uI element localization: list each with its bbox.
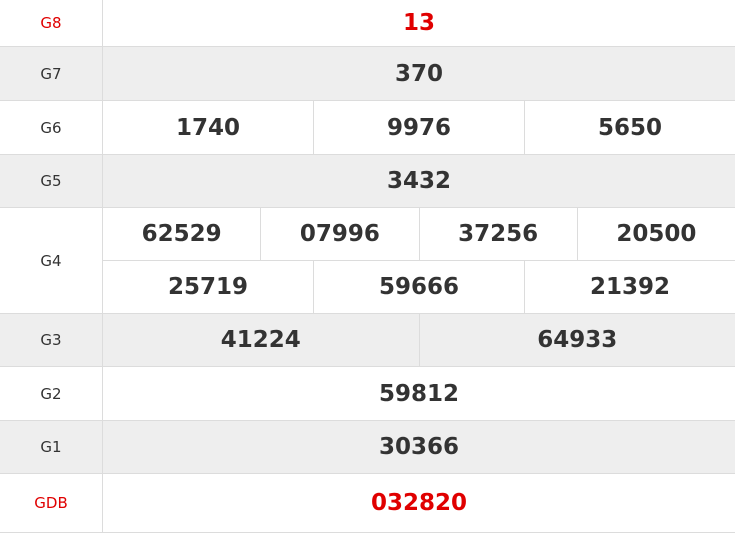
prize-values-line: 032820 [103, 474, 735, 532]
prize-values-line: 30366 [103, 421, 735, 473]
prize-number: 59666 [313, 261, 524, 313]
prize-values: 370 [103, 47, 735, 100]
prize-number: 37256 [418, 208, 577, 260]
prize-number: 032820 [370, 490, 468, 516]
prize-row-g7: G7 370 [0, 47, 735, 101]
prize-label: GDB [0, 474, 103, 532]
prize-number: 25719 [167, 274, 249, 300]
prize-number: 59812 [378, 380, 460, 407]
prize-label: G7 [0, 47, 103, 100]
prize-number: 62529 [141, 221, 222, 247]
prize-values: 59812 [103, 367, 735, 420]
prize-values-line: 41224 64933 [103, 314, 735, 366]
prize-number: 1740 [175, 114, 240, 141]
prize-values-line: 1740 9976 5650 [103, 101, 735, 154]
prize-number: 21392 [524, 261, 735, 313]
prize-label: G5 [0, 155, 103, 207]
prize-values: 30366 [103, 421, 735, 473]
prize-row-g5: G5 3432 [0, 155, 735, 208]
prize-values: 032820 [103, 474, 735, 532]
prize-label: G2 [0, 367, 103, 420]
prize-row-gdb: GDB 032820 [0, 474, 735, 533]
prize-number: 370 [394, 60, 443, 87]
prize-number: 07996 [260, 208, 418, 260]
prize-values: 3432 [103, 155, 735, 207]
prize-values-line: 59812 [103, 367, 735, 420]
prize-row-g6: G6 1740 9976 5650 [0, 101, 735, 155]
prize-values: 1740 9976 5650 [103, 101, 735, 154]
prize-number: 3432 [386, 168, 451, 194]
prize-label: G1 [0, 421, 103, 473]
prize-row-g2: G2 59812 [0, 367, 735, 421]
prize-number: 9976 [313, 101, 524, 154]
prize-values: 41224 64933 [103, 314, 735, 366]
prize-number: 13 [402, 10, 435, 36]
prize-number: 64933 [418, 314, 735, 366]
prize-number: 20500 [576, 208, 735, 260]
prize-label: G3 [0, 314, 103, 366]
prize-row-g3: G3 41224 64933 [0, 314, 735, 367]
prize-values-line: 3432 [103, 155, 735, 207]
prize-label: G4 [0, 208, 103, 313]
prize-values-line: 13 [103, 0, 735, 46]
prize-values-line: 370 [103, 47, 735, 100]
prize-label: G8 [0, 0, 103, 46]
prize-row-g1: G1 30366 [0, 421, 735, 474]
prize-values: 62529 07996 37256 20500 25719 59666 21392 [103, 208, 735, 313]
prize-row-g8: G8 13 [0, 0, 735, 47]
prize-row-g4: G4 62529 07996 37256 20500 25719 59666 21392 [0, 208, 735, 314]
prize-values-line: 25719 59666 21392 [103, 260, 735, 313]
prize-number: 30366 [378, 434, 460, 460]
prize-number: 5650 [524, 101, 735, 154]
prize-values: 13 [103, 0, 735, 46]
prize-number: 41224 [220, 327, 301, 353]
prize-values-line: 62529 07996 37256 20500 [103, 208, 735, 260]
prize-label: G6 [0, 101, 103, 154]
